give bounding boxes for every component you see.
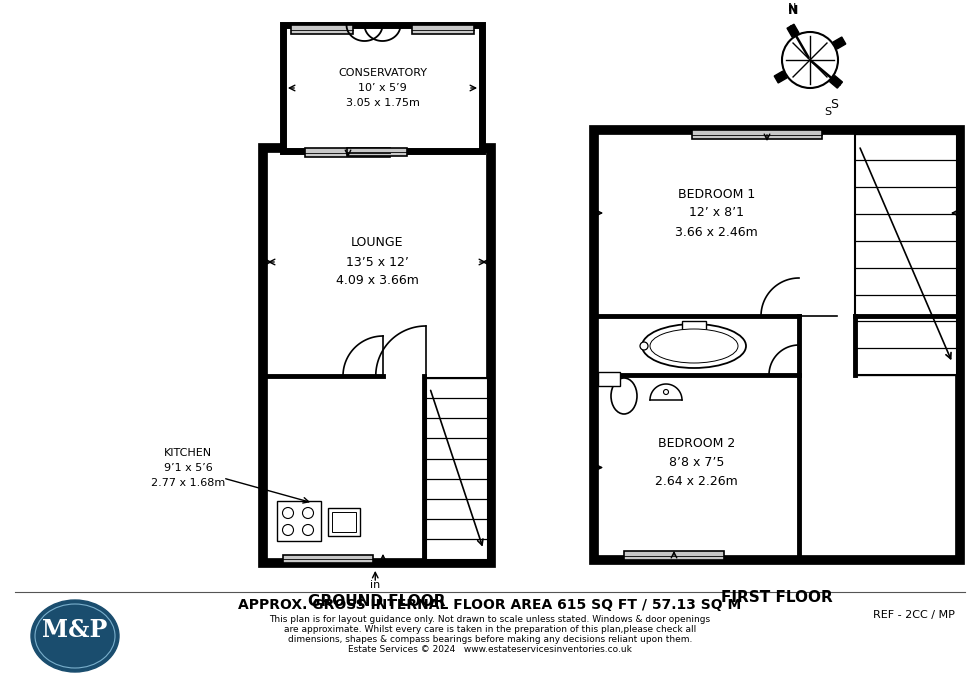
Bar: [283, 25, 482, 151]
Bar: [682, 321, 706, 335]
Text: GROUND FLOOR: GROUND FLOOR: [309, 594, 446, 608]
Bar: [598, 372, 619, 386]
Bar: [328, 508, 360, 536]
Circle shape: [282, 507, 293, 518]
Circle shape: [303, 525, 314, 536]
Text: Estate Services © 2024   www.estateservicesinventories.co.uk: Estate Services © 2024 www.estateservice…: [348, 646, 632, 655]
Ellipse shape: [682, 329, 706, 361]
Text: N: N: [788, 3, 796, 13]
Text: REF - 2CC / MP: REF - 2CC / MP: [873, 610, 955, 620]
Bar: [787, 24, 799, 37]
Bar: [332, 512, 356, 532]
Bar: [774, 71, 787, 83]
Text: are approximate. Whilst every care is taken in the preparation of this plan,plea: are approximate. Whilst every care is ta…: [284, 626, 696, 635]
Circle shape: [303, 507, 314, 518]
Text: LOUNGE
13’5 x 12’
4.09 x 3.66m: LOUNGE 13’5 x 12’ 4.09 x 3.66m: [335, 237, 418, 287]
Bar: [291, 25, 353, 34]
Bar: [425, 378, 487, 560]
Bar: [830, 75, 843, 88]
Text: in: in: [370, 580, 380, 590]
Bar: [692, 130, 822, 139]
Ellipse shape: [650, 329, 738, 363]
Text: S: S: [824, 107, 832, 117]
Text: dimensions, shapes & compass bearings before making any decisions reliant upon t: dimensions, shapes & compass bearings be…: [288, 635, 692, 644]
Text: APPROX. GROSS INTERNAL FLOOR AREA 615 SQ FT / 57.13 SQ M: APPROX. GROSS INTERNAL FLOOR AREA 615 SQ…: [238, 598, 742, 612]
Ellipse shape: [611, 378, 637, 414]
Text: FIRST FLOOR: FIRST FLOOR: [721, 590, 833, 606]
Bar: [624, 551, 724, 560]
Circle shape: [640, 342, 648, 350]
Bar: [263, 148, 491, 563]
Bar: [855, 134, 956, 375]
Text: This plan is for layout guidance only. Not drawn to scale unless stated. Windows: This plan is for layout guidance only. N…: [270, 615, 710, 624]
Bar: [833, 37, 846, 49]
Bar: [412, 25, 474, 34]
Ellipse shape: [31, 600, 119, 672]
Bar: [305, 148, 390, 157]
Circle shape: [782, 32, 838, 88]
Text: KITCHEN
9’1 x 5’6
2.77 x 1.68m: KITCHEN 9’1 x 5’6 2.77 x 1.68m: [151, 448, 225, 488]
Bar: [594, 130, 960, 560]
Text: S: S: [830, 98, 838, 111]
Text: N: N: [788, 4, 799, 17]
Circle shape: [282, 525, 293, 536]
Text: M&P: M&P: [42, 618, 108, 642]
Ellipse shape: [642, 324, 746, 368]
Text: BEDROOM 2
8’8 x 7’5
2.64 x 2.26m: BEDROOM 2 8’8 x 7’5 2.64 x 2.26m: [655, 437, 738, 488]
Bar: [277, 501, 321, 541]
Text: BEDROOM 1
12’ x 8’1
3.66 x 2.46m: BEDROOM 1 12’ x 8’1 3.66 x 2.46m: [675, 188, 758, 239]
Bar: [283, 555, 373, 563]
Circle shape: [663, 390, 668, 394]
Bar: [347, 148, 407, 156]
Text: CONSERVATORY
10’ x 5’9
3.05 x 1.75m: CONSERVATORY 10’ x 5’9 3.05 x 1.75m: [338, 69, 427, 108]
